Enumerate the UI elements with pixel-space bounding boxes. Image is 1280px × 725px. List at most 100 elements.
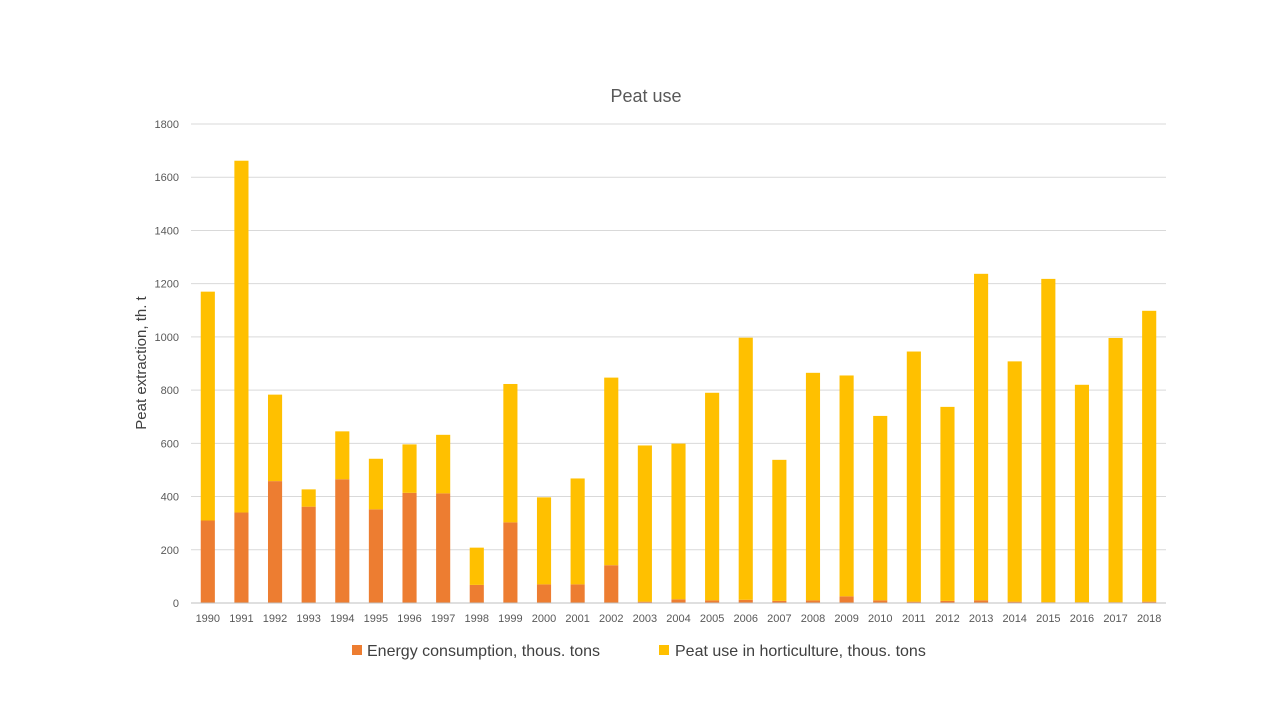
x-tick-label: 2000 [532, 613, 556, 625]
bars [200, 160, 1157, 603]
x-tick-label: 2004 [666, 613, 690, 625]
bar-horticulture-2015 [1041, 278, 1056, 603]
bar-energy-2000 [536, 584, 552, 603]
bar-horticulture-2009 [839, 375, 854, 597]
x-tick-label: 1995 [364, 613, 388, 625]
x-tick-label: 2001 [565, 613, 589, 625]
bar-energy-2008 [805, 600, 821, 603]
x-tick-label: 2015 [1036, 613, 1060, 625]
bar-energy-2012 [940, 600, 955, 603]
bar-horticulture-1994 [335, 431, 350, 480]
bar-horticulture-1999 [503, 383, 518, 523]
x-tick-label: 1993 [296, 613, 320, 625]
bar-horticulture-1995 [368, 458, 383, 510]
bar-energy-2007 [772, 600, 787, 603]
legend-label-energy: Energy consumption, thous. tons [367, 643, 600, 660]
bar-horticulture-2012 [940, 406, 955, 601]
bar-energy-1990 [200, 520, 215, 603]
y-tick-label: 200 [161, 545, 179, 557]
bar-energy-2003 [637, 601, 652, 603]
y-tick-label: 1800 [155, 119, 179, 131]
chart-title: Peat use [610, 86, 681, 106]
bar-horticulture-2013 [974, 273, 989, 601]
y-tick-label: 600 [161, 438, 179, 450]
x-tick-label: 1990 [196, 613, 220, 625]
bar-horticulture-2018 [1142, 310, 1157, 602]
legend: Energy consumption, thous. tons Peat use … [352, 643, 926, 660]
x-tick-label: 2002 [599, 613, 623, 625]
x-tick-label: 2018 [1137, 613, 1161, 625]
bar-energy-2010 [873, 600, 888, 603]
bar-horticulture-2011 [906, 351, 921, 602]
x-tick-label: 1991 [229, 613, 253, 625]
legend-swatch-energy [352, 645, 362, 655]
y-tick-label: 1000 [155, 332, 179, 344]
bar-horticulture-2016 [1074, 384, 1090, 603]
bar-horticulture-1996 [402, 444, 417, 493]
bar-horticulture-2006 [738, 337, 753, 600]
bar-energy-2002 [604, 565, 619, 603]
x-tick-label: 2006 [733, 613, 757, 625]
bar-horticulture-2001 [570, 478, 585, 585]
y-axis-label: Peat extraction, th. t [133, 295, 150, 429]
bar-energy-1991 [234, 512, 249, 603]
x-tick-label: 2007 [767, 613, 791, 625]
x-tick-label: 2005 [700, 613, 724, 625]
bar-horticulture-2003 [637, 445, 652, 602]
x-tick-label: 2008 [801, 613, 825, 625]
x-tick-label: 1998 [465, 613, 489, 625]
bar-energy-1996 [402, 492, 417, 603]
bar-energy-2004 [671, 599, 686, 603]
x-tick-label: 1994 [330, 613, 354, 625]
bar-horticulture-2004 [671, 443, 686, 600]
y-tick-label: 800 [161, 385, 179, 397]
bar-energy-1998 [469, 584, 484, 603]
bar-horticulture-2005 [705, 392, 720, 601]
x-tick-label: 2010 [868, 613, 892, 625]
bar-horticulture-1998 [469, 547, 484, 585]
bar-energy-2001 [570, 584, 585, 603]
x-tick-label: 1996 [397, 613, 421, 625]
bar-horticulture-1993 [301, 489, 316, 507]
x-tick-label: 2011 [902, 613, 926, 625]
bar-energy-2018 [1142, 601, 1157, 603]
x-tick-label: 2012 [935, 613, 959, 625]
bar-energy-1997 [436, 493, 451, 603]
bar-energy-2011 [906, 601, 921, 603]
y-tick-label: 1400 [155, 225, 179, 237]
bar-horticulture-2007 [772, 459, 787, 601]
bar-energy-1992 [267, 481, 283, 603]
bar-energy-2006 [738, 599, 753, 603]
bar-energy-2014 [1007, 601, 1022, 603]
bar-horticulture-2008 [805, 372, 821, 601]
bar-horticulture-1991 [234, 160, 249, 513]
bar-horticulture-1990 [200, 291, 215, 521]
x-tick-label: 1999 [498, 613, 522, 625]
bar-horticulture-1997 [436, 434, 451, 494]
legend-label-horticulture: Peat use in horticulture, thous. tons [675, 643, 926, 660]
y-tick-label: 1200 [155, 279, 179, 291]
bar-horticulture-2014 [1007, 361, 1022, 602]
x-tick-label: 2014 [1002, 613, 1026, 625]
bar-energy-1999 [503, 522, 518, 603]
y-tick-label: 1600 [155, 172, 179, 184]
x-tick-label: 2009 [834, 613, 858, 625]
bar-energy-2005 [705, 600, 720, 603]
bar-horticulture-2002 [604, 377, 619, 566]
y-tick-label: 400 [161, 492, 179, 504]
bar-energy-2009 [839, 596, 854, 603]
x-tick-label: 2003 [633, 613, 657, 625]
bar-horticulture-2000 [536, 497, 552, 585]
bar-energy-1995 [368, 509, 383, 603]
x-tick-label: 2016 [1070, 613, 1094, 625]
bar-energy-1993 [301, 506, 316, 603]
bar-horticulture-2010 [873, 415, 888, 601]
y-tick-label: 0 [173, 598, 179, 610]
legend-swatch-horticulture [659, 645, 669, 655]
bar-horticulture-2017 [1108, 337, 1123, 603]
x-tick-label: 2013 [969, 613, 993, 625]
bar-horticulture-1992 [267, 394, 283, 482]
grid-lines [191, 123, 1166, 551]
